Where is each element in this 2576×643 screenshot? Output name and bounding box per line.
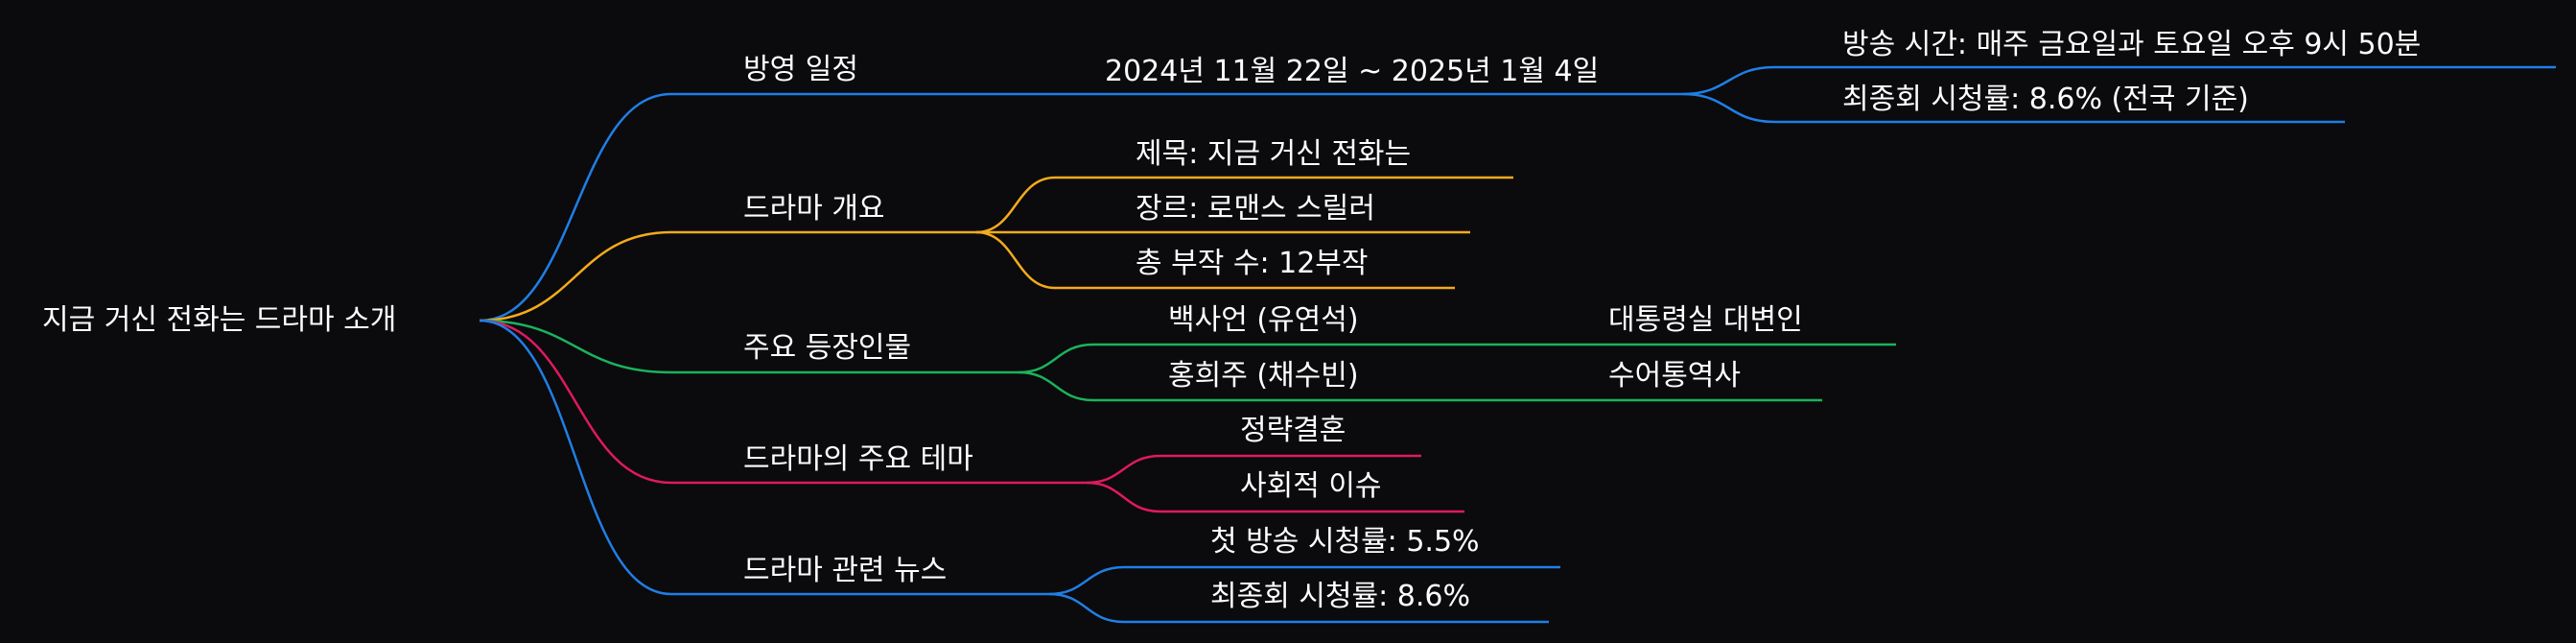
- branch-broadcast-schedule: 방영 일정: [743, 53, 858, 86]
- branch-main-themes: 드라마의 주요 테마: [743, 442, 973, 476]
- connector-overview-episodes: [975, 230, 1056, 290]
- node-air-period: 2024년 11월 22일 ~ 2025년 1월 4일: [1105, 55, 1600, 88]
- connector-characters-hong: [1018, 370, 1094, 402]
- node-role-spokesperson: 대통령실 대변인: [1608, 303, 1803, 337]
- node-final-rating-national: 최종회 시청률: 8.6% (전국 기준): [1842, 83, 2249, 116]
- connector-root-themes: [479, 319, 672, 485]
- connector-root-overview: [479, 230, 672, 322]
- node-genre: 장르: 로맨스 스릴러: [1136, 192, 1375, 226]
- node-character-hong: 홍희주 (채수빈): [1168, 359, 1359, 393]
- connector-news-final: [1048, 592, 1125, 624]
- connector-overview-title: [975, 176, 1056, 234]
- connector-root-characters: [479, 319, 672, 374]
- node-episode-count: 총 부작 수: 12부작: [1136, 247, 1369, 280]
- connector-themes-marriage: [1086, 454, 1161, 485]
- node-first-rating: 첫 방송 시청률: 5.5%: [1210, 525, 1480, 559]
- connector-characters-baek: [1018, 343, 1094, 374]
- connector-period-airtime: [1682, 65, 1775, 96]
- connector-root-news: [479, 319, 672, 596]
- node-role-interpreter: 수어통역사: [1608, 359, 1741, 393]
- node-final-rating: 최종회 시청률: 8.6%: [1210, 580, 1470, 613]
- node-character-baek: 백사언 (유연석): [1168, 303, 1359, 337]
- node-air-time: 방송 시간: 매주 금요일과 토요일 오후 9시 50분: [1842, 28, 2422, 61]
- node-title: 제목: 지금 거신 전화는: [1136, 137, 1412, 171]
- branch-main-characters: 주요 등장인물: [743, 331, 912, 365]
- branch-drama-overview: 드라마 개요: [743, 192, 885, 226]
- branch-drama-news: 드라마 관련 뉴스: [743, 554, 948, 587]
- connector-period-finalrating: [1682, 92, 1775, 124]
- connector-root-schedule: [479, 92, 672, 322]
- node-theme-arranged-marriage: 정략결혼: [1240, 414, 1347, 447]
- connector-news-first: [1048, 565, 1125, 596]
- connector-themes-social: [1086, 481, 1161, 513]
- root-node: 지금 거신 전화는 드라마 소개: [42, 303, 397, 337]
- node-theme-social-issue: 사회적 이슈: [1240, 469, 1382, 503]
